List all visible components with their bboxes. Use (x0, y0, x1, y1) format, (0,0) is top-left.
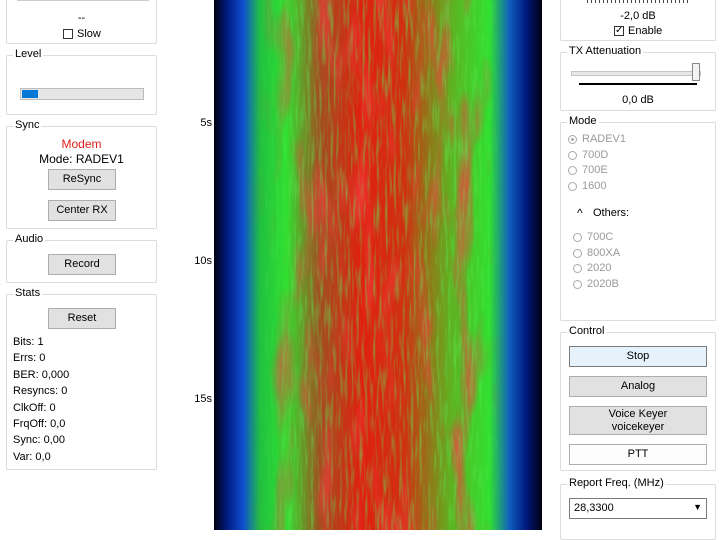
level-group: Level (6, 48, 157, 115)
slider-thumb[interactable] (692, 63, 700, 81)
center-rx-button[interactable]: Center RX (48, 200, 116, 221)
mode-radio[interactable] (573, 280, 582, 290)
group-title: Sync (13, 119, 42, 131)
slider-ticks (587, 0, 691, 3)
sync-value: -- (77, 12, 86, 24)
mode-radio[interactable] (568, 182, 577, 192)
report-freq-combo[interactable]: 28,3300 ▼ (569, 498, 707, 519)
waterfall (214, 0, 542, 530)
mode-radio[interactable] (568, 166, 577, 176)
control-group: Control Stop Analog Voice Keyer voicekey… (560, 325, 716, 471)
combo-arrow: ▼ (693, 502, 702, 512)
stats-line: Sync: 0,00 (13, 434, 65, 447)
stop-button[interactable]: Stop (569, 346, 707, 367)
mode-radio[interactable] (573, 264, 582, 274)
time-label: 10s (194, 255, 212, 267)
voice-keyer-button[interactable]: Voice Keyer voicekeyer (569, 406, 707, 435)
stats-line: Bits: 1 (13, 336, 44, 348)
group-title: TX Attenuation (567, 45, 644, 57)
level-meter (20, 88, 144, 100)
stats-line: Var: 0,0 (13, 450, 51, 463)
time-label: 5s (200, 117, 212, 129)
group-title: Level (13, 48, 44, 60)
enable-label[interactable]: Enable (628, 25, 663, 37)
group-title: Stats (13, 287, 43, 299)
mode-option-label[interactable]: 2020 (587, 262, 612, 275)
mode-option-label[interactable]: RADEV1 (582, 133, 627, 145)
mode-option-label[interactable]: 1600 (582, 180, 607, 193)
mode-option-label[interactable]: 700C (587, 231, 614, 243)
time-label: 15s (194, 393, 212, 405)
stats-line: FrqOff: 0,0 (13, 418, 66, 430)
group-title: Report Freq. (MHz) (567, 477, 666, 489)
slider-remnant (17, 0, 149, 1)
stats-line: ClkOff: 0 (13, 401, 56, 414)
mode-label: Mode: RADEV1 (39, 152, 124, 166)
stats-group: Stats Reset Bits: 1 Errs: 0 BER: 0,000 Resy… (6, 287, 157, 470)
tx-attenuation-group: TX Attenuation 0,0 dB (560, 45, 716, 111)
record-button[interactable]: Record (48, 254, 116, 275)
stats-line: Resyncs: 0 (13, 385, 68, 398)
mode-radio[interactable] (568, 150, 577, 160)
level-fill (22, 90, 38, 98)
slider-base (579, 83, 697, 85)
tx-attenuation-value: 0,0 dB (622, 94, 654, 106)
mode-option-label[interactable]: 2020B (587, 278, 619, 291)
mode-radio[interactable] (573, 233, 582, 242)
modem-status: Modem (61, 137, 102, 151)
audio-group: Audio Record (6, 233, 157, 283)
button-sublabel: voicekeyer (611, 420, 665, 433)
report-freq-group: Report Freq. (MHz) 28,3300 ▼ (560, 477, 716, 540)
group-title: Control (567, 325, 607, 337)
enable-checkbox[interactable]: ✓ (614, 25, 624, 36)
rx-gain-value: -2,0 dB (620, 10, 656, 22)
analog-button[interactable]: Analog (569, 376, 707, 397)
mode-option-label[interactable]: 700E (582, 164, 608, 177)
stats-line: Errs: 0 (13, 352, 46, 365)
group-title: Mode (567, 115, 599, 127)
group-title: Audio (13, 233, 46, 245)
stats-line: BER: 0,000 (13, 368, 70, 381)
button-label: Voice Keyer (608, 407, 668, 420)
ptt-button[interactable]: PTT (569, 444, 707, 465)
others-label[interactable]: Others: (593, 207, 630, 219)
top-group: -2,0 dB ✓ Enable (560, 0, 716, 41)
resync-button[interactable]: ReSync (48, 169, 116, 190)
mode-radio[interactable] (568, 135, 577, 144)
slow-label[interactable]: Slow (77, 28, 101, 40)
slider-track (571, 71, 701, 76)
mode-option-label[interactable]: 800XA (587, 246, 621, 259)
mode-group: Mode RADEV1 700D 700E 1600 700C 800XA 2020 2020… (560, 115, 716, 321)
combo-value: 28,3300 (574, 502, 614, 514)
mode-radio[interactable] (573, 248, 582, 258)
top-group: -- Slow (6, 0, 157, 44)
reset-button[interactable]: Reset (48, 308, 116, 329)
others-arrow[interactable]: ^ (577, 206, 583, 220)
mode-option-label[interactable]: 700D (582, 148, 609, 161)
slow-checkbox[interactable] (63, 29, 73, 39)
sync-group: Sync Modem Mode: RADEV1 ReSync Center RX (6, 119, 157, 229)
